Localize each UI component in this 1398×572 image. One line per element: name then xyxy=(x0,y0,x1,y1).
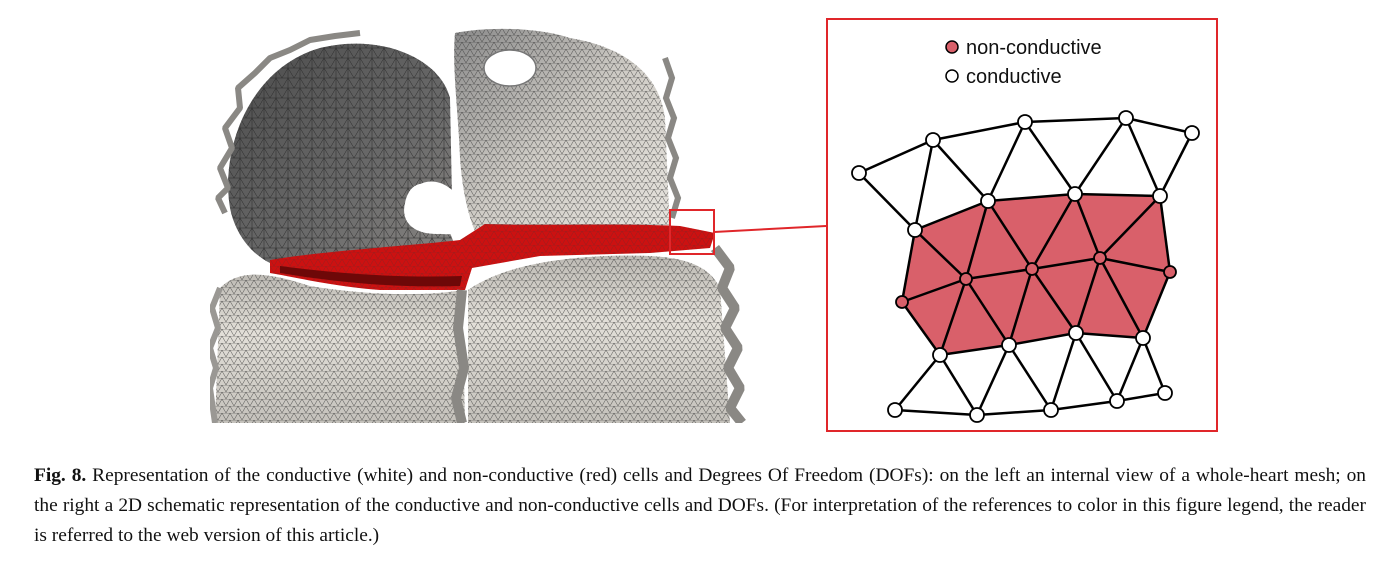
mesh-edge xyxy=(913,139,935,231)
vessel-opening xyxy=(483,49,537,87)
whole-heart-mesh-image xyxy=(210,28,746,423)
mesh-edge xyxy=(1073,193,1102,259)
mesh-edge xyxy=(964,200,990,280)
mesh-edge xyxy=(1099,195,1161,259)
conductive-dof-node xyxy=(932,347,948,363)
conductive-dof-node xyxy=(907,222,923,238)
conductive-dof-node xyxy=(1157,385,1173,401)
conductive-dof-node xyxy=(1184,125,1200,141)
mesh-edge xyxy=(894,408,978,417)
mesh-edge xyxy=(938,278,968,356)
mesh-edge xyxy=(986,121,1027,202)
mesh-edge xyxy=(1049,332,1078,411)
mesh-edge xyxy=(894,354,941,411)
mesh-edge xyxy=(1023,121,1077,195)
mesh-edge xyxy=(1074,332,1119,402)
mesh-edge xyxy=(1099,256,1171,274)
mesh-edge xyxy=(901,277,967,304)
mesh-edge xyxy=(1124,117,1162,197)
non-conductive-dof-node xyxy=(895,295,909,309)
mesh-edge xyxy=(975,344,1011,416)
mesh-edges xyxy=(858,116,1194,417)
mesh-edge xyxy=(1008,331,1077,347)
mesh-edge xyxy=(900,301,942,356)
mesh-edge xyxy=(932,139,989,202)
mesh-edge xyxy=(1007,268,1034,346)
mesh-edge xyxy=(976,408,1052,417)
conductive-dof-node xyxy=(1067,186,1083,202)
conductive-dof-node xyxy=(1152,188,1168,204)
conductive-dof-node xyxy=(969,407,985,423)
mesh-edge xyxy=(1074,192,1161,198)
mesh-edge xyxy=(965,267,1033,281)
mesh-edge xyxy=(900,229,917,303)
conductive-dof-node xyxy=(1109,393,1125,409)
mesh-edge xyxy=(1125,116,1193,135)
mesh-edge xyxy=(986,200,1034,270)
mesh-edge xyxy=(1074,257,1102,334)
figure-caption: Fig. 8. Representation of the conductive… xyxy=(34,461,1366,551)
non-conductive-dof-node xyxy=(1093,251,1107,265)
mesh-edge xyxy=(1075,331,1144,340)
conductive-dof-node xyxy=(925,132,941,148)
mesh-edge xyxy=(914,229,967,280)
mesh-edge xyxy=(858,172,916,231)
legend-conductive-label: conductive xyxy=(966,66,1062,88)
caption-text: Representation of the conductive (white)… xyxy=(34,465,1367,546)
conductive-dof-node xyxy=(1017,114,1033,130)
mesh-edge xyxy=(1050,399,1118,412)
non-conductive-dof-node xyxy=(1025,262,1039,276)
legend-non-conductive-marker xyxy=(945,40,959,54)
mesh-edge xyxy=(1158,132,1194,197)
conductive-dof-node xyxy=(1001,337,1017,353)
mesh-edge xyxy=(1141,271,1172,339)
conductive-dof-node xyxy=(887,402,903,418)
conductive-dof-node xyxy=(1043,402,1059,418)
mesh-edge xyxy=(1141,337,1167,394)
conductive-dof-node xyxy=(851,165,867,181)
non-conductive-dof-node xyxy=(1163,265,1177,279)
mesh-edge xyxy=(1115,337,1145,402)
mesh-edge xyxy=(964,278,1011,346)
conductive-dof-node xyxy=(1118,110,1134,126)
mesh-edge xyxy=(938,354,979,416)
mesh-edge xyxy=(939,343,1010,357)
mesh-edge xyxy=(1073,117,1128,195)
mesh-edge xyxy=(1024,116,1127,124)
legend-conductive-marker xyxy=(945,69,959,83)
conductive-dof-node xyxy=(980,193,996,209)
mesh-edge xyxy=(1030,193,1077,270)
schematic-diagram: non-conductive conductive xyxy=(851,37,1200,423)
mesh-edge xyxy=(858,138,934,175)
mesh-edge xyxy=(914,199,989,232)
mesh-edge xyxy=(1031,256,1101,271)
conductive-dof-node xyxy=(1135,330,1151,346)
mesh-edge xyxy=(932,120,1026,142)
non-conductive-dof-node xyxy=(959,272,973,286)
caption-label: Fig. 8. xyxy=(34,465,87,486)
mesh-nodes xyxy=(851,110,1200,423)
legend-non-conductive-label: non-conductive xyxy=(966,37,1102,59)
mesh-edge xyxy=(987,192,1076,203)
mesh-edge xyxy=(1098,257,1145,339)
mesh-edge xyxy=(1030,268,1078,334)
mesh-edge xyxy=(1116,391,1166,403)
schematic-panel: non-conductive conductive xyxy=(826,18,1218,432)
mesh-edge xyxy=(1158,195,1172,273)
legend: non-conductive conductive xyxy=(945,37,1102,88)
mesh-edge xyxy=(1007,344,1053,411)
conductive-dof-node xyxy=(1068,325,1084,341)
